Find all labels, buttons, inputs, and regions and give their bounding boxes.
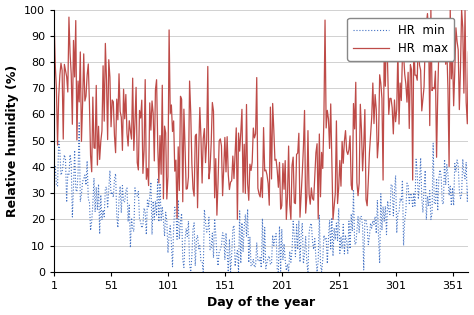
HR  max [428,8,434,11]
HR  min [219,243,224,247]
HR  min [166,233,172,237]
HR  min [448,204,454,208]
HR  max [216,139,222,143]
HR  max [408,63,413,66]
HR  min [140,223,146,227]
HR  max [235,218,240,221]
Y-axis label: Relative humidity (%): Relative humidity (%) [6,65,18,217]
Legend: HR  min, HR  max: HR min, HR max [347,18,454,60]
HR  max [219,144,224,148]
HR  max [448,77,454,81]
X-axis label: Day of the year: Day of the year [207,296,315,309]
HR  min [51,177,57,180]
HR  min [409,193,414,197]
HR  min [76,121,82,125]
HR  min [188,270,193,274]
HR  min [221,232,227,236]
HR  max [51,19,57,23]
HR  max [165,175,171,179]
HR  max [139,98,145,102]
Line: HR  min: HR min [54,123,468,272]
HR  max [465,50,471,54]
Line: HR  max: HR max [54,9,468,220]
HR  min [465,183,471,187]
